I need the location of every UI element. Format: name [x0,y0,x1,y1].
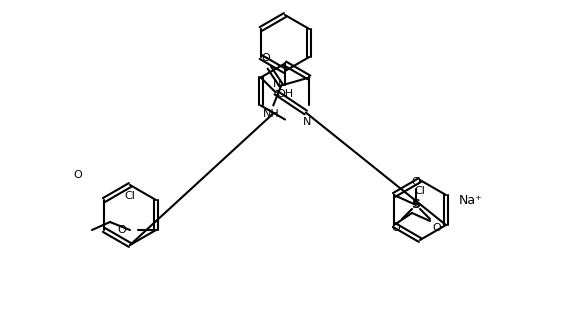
Text: N: N [273,80,281,90]
Text: O: O [391,223,400,233]
Text: Na⁺: Na⁺ [459,193,483,207]
Text: ⁻: ⁻ [438,224,443,234]
Text: O: O [262,53,271,64]
Text: Cl: Cl [125,191,135,201]
Text: N: N [302,118,311,128]
Text: OH: OH [276,90,294,100]
Text: S: S [412,198,421,212]
Text: NH: NH [263,110,280,119]
Text: O: O [412,177,420,187]
Text: Cl: Cl [414,186,425,196]
Text: O: O [432,223,441,233]
Text: O: O [117,225,127,235]
Text: O: O [73,170,83,180]
